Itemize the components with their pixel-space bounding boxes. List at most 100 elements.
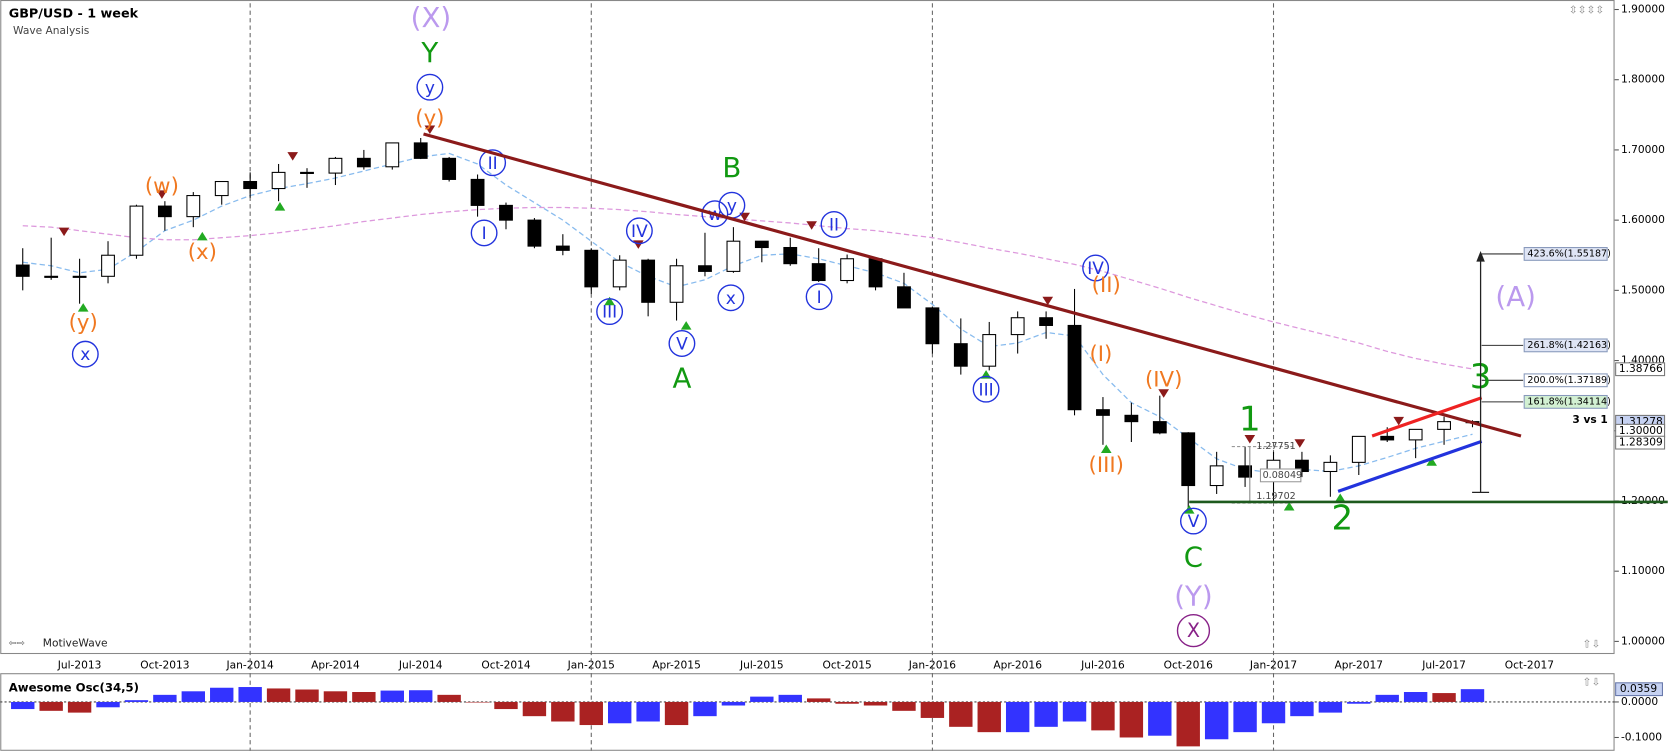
x-tick-label: Jul-2016 <box>1080 659 1125 672</box>
x-tick-label: Jan-2017 <box>1249 659 1297 672</box>
osc-bar <box>124 700 149 702</box>
wave-circle <box>470 219 498 247</box>
candle-body <box>499 204 513 221</box>
price-tag-box <box>1615 435 1666 450</box>
pivot-high-marker <box>1393 416 1405 426</box>
pivot-high-marker <box>739 212 750 222</box>
arrow-head <box>1476 250 1485 262</box>
wave-circle <box>701 200 729 228</box>
wave-label: III <box>602 303 617 323</box>
fib-label-box <box>1523 247 1608 261</box>
wave-label: (x) <box>188 240 217 265</box>
osc-bar <box>1261 701 1286 724</box>
candle-body <box>356 157 371 168</box>
x-tick-label: Oct-2014 <box>481 659 530 672</box>
osc-bar <box>210 687 234 702</box>
osc-bar <box>835 701 859 704</box>
x-tick-label: Jul-2015 <box>739 659 784 672</box>
candle-body <box>754 240 769 249</box>
osc-bar <box>977 701 1001 733</box>
candle-body <box>442 157 457 180</box>
price-tag: 1.28309 <box>1619 436 1663 449</box>
pivot-low-marker <box>680 321 692 330</box>
fib-label: 261.8%(1.42163) <box>1527 340 1610 351</box>
osc-bar <box>1347 701 1371 704</box>
pivot-low-marker <box>1100 444 1112 454</box>
x-tick-label: Jul-2014 <box>398 659 443 672</box>
osc-bar <box>1034 701 1058 727</box>
pivot-low-marker <box>196 231 208 241</box>
candle-body <box>698 265 712 272</box>
y-tick-label: 0.0000 <box>1621 695 1658 708</box>
x-tick-label: Apr-2015 <box>652 659 701 672</box>
osc-bar <box>778 694 802 702</box>
measure-label: 0.08049 <box>1263 470 1303 481</box>
wave-label: (y) <box>415 106 444 131</box>
wave-circle <box>416 73 444 101</box>
pivot-high-marker <box>58 227 70 237</box>
y-tick-label: 1.80000 <box>1621 73 1665 86</box>
source-label: MotiveWave <box>43 636 108 649</box>
fib-label: 200.0%(1.37189) <box>1527 375 1610 386</box>
osc-bar <box>437 694 461 702</box>
osc-title: Awesome Osc(34,5) <box>9 681 139 695</box>
measure-box <box>1259 468 1302 483</box>
wave-label: Y <box>420 36 438 69</box>
candle-body <box>1437 421 1451 430</box>
wave-label: 1 <box>1239 400 1261 440</box>
candle-body <box>1323 461 1338 473</box>
osc-bar <box>1119 701 1144 738</box>
wave-circle <box>625 217 653 245</box>
osc-bar <box>579 701 603 726</box>
candle-body <box>1181 432 1196 487</box>
x-tick-label: Apr-2017 <box>1335 659 1384 672</box>
pivot-low-marker <box>1334 493 1346 502</box>
wave-circle <box>71 340 99 368</box>
wave-label: (I) <box>1090 342 1113 367</box>
osc-bar <box>181 691 206 702</box>
candle-body <box>129 205 144 256</box>
osc-bar <box>1148 701 1172 736</box>
osc-bar <box>1091 701 1115 731</box>
candle-body <box>1351 435 1366 463</box>
wave-label: (II) <box>1092 273 1121 298</box>
osc-bar <box>153 694 177 702</box>
osc-bar <box>266 688 291 702</box>
wave-circle <box>1179 507 1207 535</box>
candle-body <box>328 157 343 174</box>
wave-circle <box>596 298 624 326</box>
wave-circle <box>805 283 833 311</box>
fib-label: 161.8%(1.34114) <box>1527 396 1610 407</box>
candle-body <box>1295 459 1309 473</box>
wave-label: V <box>676 335 688 355</box>
y-tick-label: 1.60000 <box>1621 213 1665 226</box>
wave-label: (X) <box>411 1 452 34</box>
wave-label: C <box>1184 540 1203 573</box>
trendline <box>1337 439 1483 493</box>
moving-average <box>22 206 1473 370</box>
candle-body <box>1124 414 1139 423</box>
candle-body <box>1039 317 1054 326</box>
candle-body <box>15 264 30 277</box>
candle-body <box>72 275 87 278</box>
zoom-controls[interactable]: ⇧⇩ <box>1583 637 1601 650</box>
window-controls[interactable]: ⇳⇳⇳⇳ <box>1569 4 1605 17</box>
osc-bar <box>494 701 518 710</box>
panel-controls[interactable]: ⇧⇩ <box>1583 676 1601 689</box>
osc-bar <box>522 701 547 717</box>
y-tick-label: 1.70000 <box>1621 143 1665 156</box>
candle-body <box>1238 465 1252 478</box>
wave-label: 3 vs 1 <box>1572 413 1607 426</box>
chart-subtitle: Wave Analysis <box>13 24 90 37</box>
wave-circle <box>479 149 507 177</box>
pivot-high-marker <box>156 190 168 199</box>
scroll-arrows[interactable]: ⇦⇨ <box>9 638 25 649</box>
candle-body <box>897 286 911 309</box>
candle-body <box>271 171 286 190</box>
candle-body <box>300 171 314 174</box>
candle-body <box>1152 421 1167 434</box>
x-tick-label: Jan-2016 <box>908 659 956 672</box>
pivot-high-marker <box>1244 434 1256 444</box>
